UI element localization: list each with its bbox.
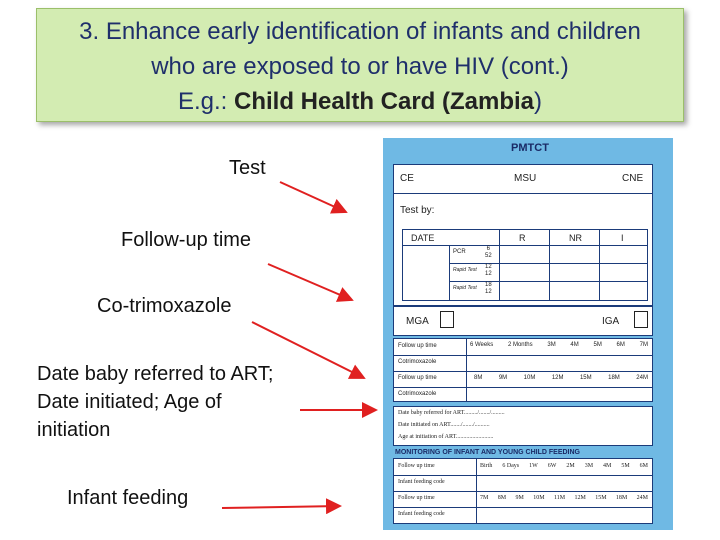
test-table: DATE R NR I PCR 6 52 Rapid Test 12 12 Rapi… — [402, 229, 648, 301]
arrow-followup — [267, 263, 354, 302]
monitor-title: MONITORING OF INFANT AND YOUNG CHILD FEE… — [395, 449, 580, 456]
art-referral-section: Date baby referred for ART........./....… — [393, 406, 653, 446]
test-rapid-1: Rapid Test — [453, 267, 477, 273]
test-header-date: DATE — [411, 233, 435, 243]
feed-code-label-1: Infant feeding code — [398, 479, 445, 485]
label-infant-feeding: Infant feeding — [67, 487, 189, 509]
test-pcr-age: 6 52 — [485, 246, 492, 259]
test-by-label: Test by: — [400, 205, 435, 216]
test-rapid-1-age: 12 12 — [485, 264, 492, 277]
card-top-section: CE MSU CNE Test by: DATE R NR I PCR 6 52 … — [393, 164, 653, 306]
iga-label: IGA — [602, 316, 620, 327]
art-age-line: Age at initiation of ART................… — [398, 434, 494, 440]
child-health-card: PMTCT CE MSU CNE Test by: DATE R NR I PC… — [383, 138, 673, 530]
followup-table: Follow up time Cotrimoxazole Follow up t… — [393, 338, 653, 402]
label-referred-art: Date baby referred to ART; Date initiate… — [37, 363, 274, 441]
feed-fu-row-1: Birth 6 Days 1W 6W 2M 3M 4M 5M 6M — [480, 463, 648, 469]
cne-label: CNE — [622, 173, 644, 184]
title-line-1: 3. Enhance early identification of infan… — [79, 18, 641, 45]
ce-label: CE — [400, 173, 414, 184]
test-rapid-2: Rapid Test — [453, 285, 477, 291]
feed-code-label-2: Infant feeding code — [398, 511, 445, 517]
test-header-r: R — [519, 233, 526, 243]
test-rapid-2-age: 18 12 — [485, 282, 492, 295]
test-header-i: I — [621, 233, 624, 243]
mga-label: MGA — [406, 316, 429, 327]
mga-iga-row: MGA IGA — [393, 306, 653, 336]
feed-fu-label-2: Follow up time — [398, 495, 435, 501]
feed-fu-row-2: 7M 8M 9M 10M 11M 12M 15M 18M 24M — [480, 495, 648, 501]
cotrim-label-2: Cotrimoxazole — [398, 391, 437, 397]
arrow-test — [279, 181, 348, 214]
title-line-3: E.g.: Child Health Card (Zambia) — [177, 88, 543, 115]
title-bold-text: Child Health Card (Zambia — [233, 88, 535, 115]
feeding-table: Follow up time Infant feeding code Follo… — [393, 458, 653, 524]
cotrim-label-1: Cotrimoxazole — [398, 359, 437, 365]
fu-row-2: 8M 9M 10M 12M 15M 18M 24M — [474, 375, 648, 381]
fu-label-1: Follow up time — [398, 343, 437, 349]
art-initiated-line: Date initiated on ART......./......./...… — [398, 422, 490, 428]
label-cotrimoxazole: Co-trimoxazole — [97, 295, 232, 317]
fu-label-2: Follow up time — [398, 375, 437, 381]
label-followup: Follow-up time — [121, 229, 252, 251]
slide-title: 3. Enhance early identification of infan… — [36, 8, 684, 122]
feed-fu-label-1: Follow up time — [398, 463, 435, 469]
test-header-nr: NR — [569, 233, 582, 243]
arrow-feeding — [221, 498, 342, 515]
card-title: PMTCT — [511, 142, 549, 154]
art-referred-line: Date baby referred for ART........./....… — [398, 410, 505, 416]
mga-checkbox[interactable] — [440, 311, 454, 328]
label-test: Test — [229, 157, 266, 179]
iga-checkbox[interactable] — [634, 311, 648, 328]
test-pcr: PCR — [453, 249, 466, 255]
msu-label: MSU — [514, 173, 537, 184]
title-line-2: who are exposed to or have HIV (cont.) — [151, 53, 569, 80]
fu-row-1: 6 Weeks 2 Months 3M 4M 5M 6M 7M — [470, 342, 648, 348]
